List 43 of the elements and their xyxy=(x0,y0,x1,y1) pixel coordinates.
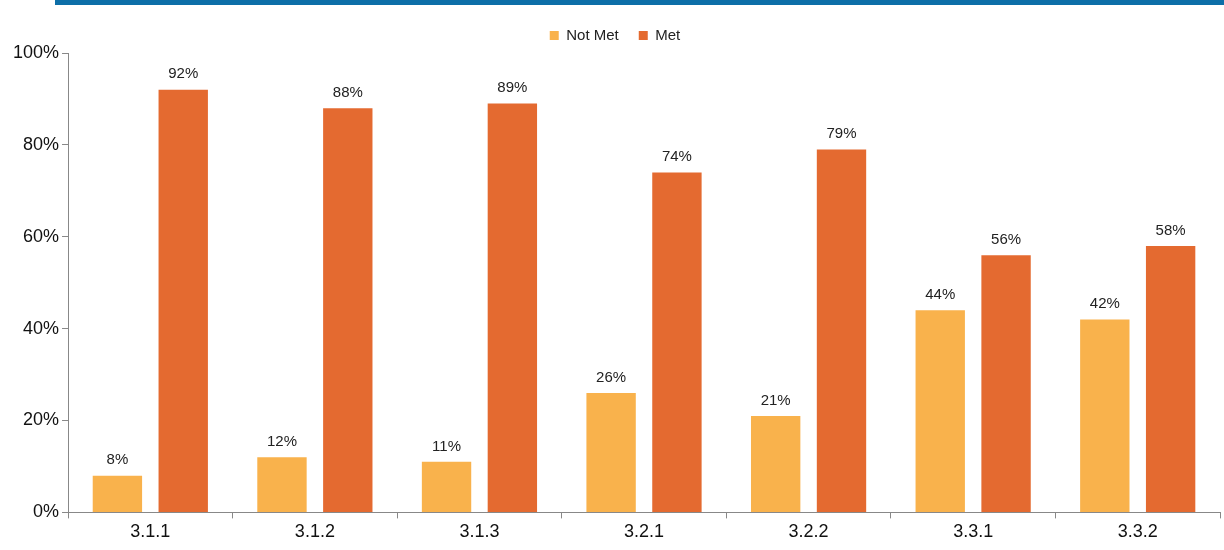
x-tick-label: 3.1.3 xyxy=(459,521,500,542)
data-label: 74% xyxy=(661,147,692,165)
y-tick-label: 100% xyxy=(12,41,60,62)
y-tick-label: 60% xyxy=(23,225,60,246)
legend-label: Met xyxy=(655,25,682,43)
x-tick-label: 3.2.2 xyxy=(788,521,829,542)
x-tick-label: 3.1.2 xyxy=(294,521,335,542)
bar xyxy=(915,310,965,512)
bar xyxy=(1145,245,1196,512)
data-label: 79% xyxy=(826,124,857,142)
data-label: 21% xyxy=(760,390,791,408)
y-tick-label: 80% xyxy=(23,133,60,154)
data-label: 92% xyxy=(168,64,199,82)
data-label: 58% xyxy=(1155,220,1186,238)
y-tick-label: 40% xyxy=(23,317,60,338)
data-label: 8% xyxy=(106,450,129,468)
bar xyxy=(323,108,373,512)
data-label: 88% xyxy=(332,82,363,100)
legend-label: Not Met xyxy=(566,25,620,43)
bar xyxy=(981,255,1031,512)
bar xyxy=(92,475,143,512)
y-tick-label: 0% xyxy=(33,501,60,522)
data-label: 89% xyxy=(497,78,528,96)
bar xyxy=(257,457,307,512)
y-tick-label: 20% xyxy=(23,409,60,430)
data-label: 56% xyxy=(991,229,1022,247)
x-tick-label: 3.3.1 xyxy=(953,521,994,542)
data-label: 44% xyxy=(925,284,956,302)
data-label: 12% xyxy=(266,431,297,449)
bar xyxy=(158,89,208,512)
bar xyxy=(652,172,702,512)
x-tick-label: 3.3.2 xyxy=(1117,521,1158,542)
data-label: 42% xyxy=(1089,294,1120,312)
bar xyxy=(750,415,801,512)
bar xyxy=(487,103,538,512)
bar xyxy=(816,149,867,512)
data-label: 11% xyxy=(432,436,461,454)
x-tick-label: 3.1.1 xyxy=(130,521,171,542)
bar xyxy=(421,461,472,512)
bar xyxy=(586,392,636,512)
bar xyxy=(1080,319,1130,512)
data-label: 26% xyxy=(596,367,627,385)
x-tick-label: 3.2.1 xyxy=(624,521,665,542)
